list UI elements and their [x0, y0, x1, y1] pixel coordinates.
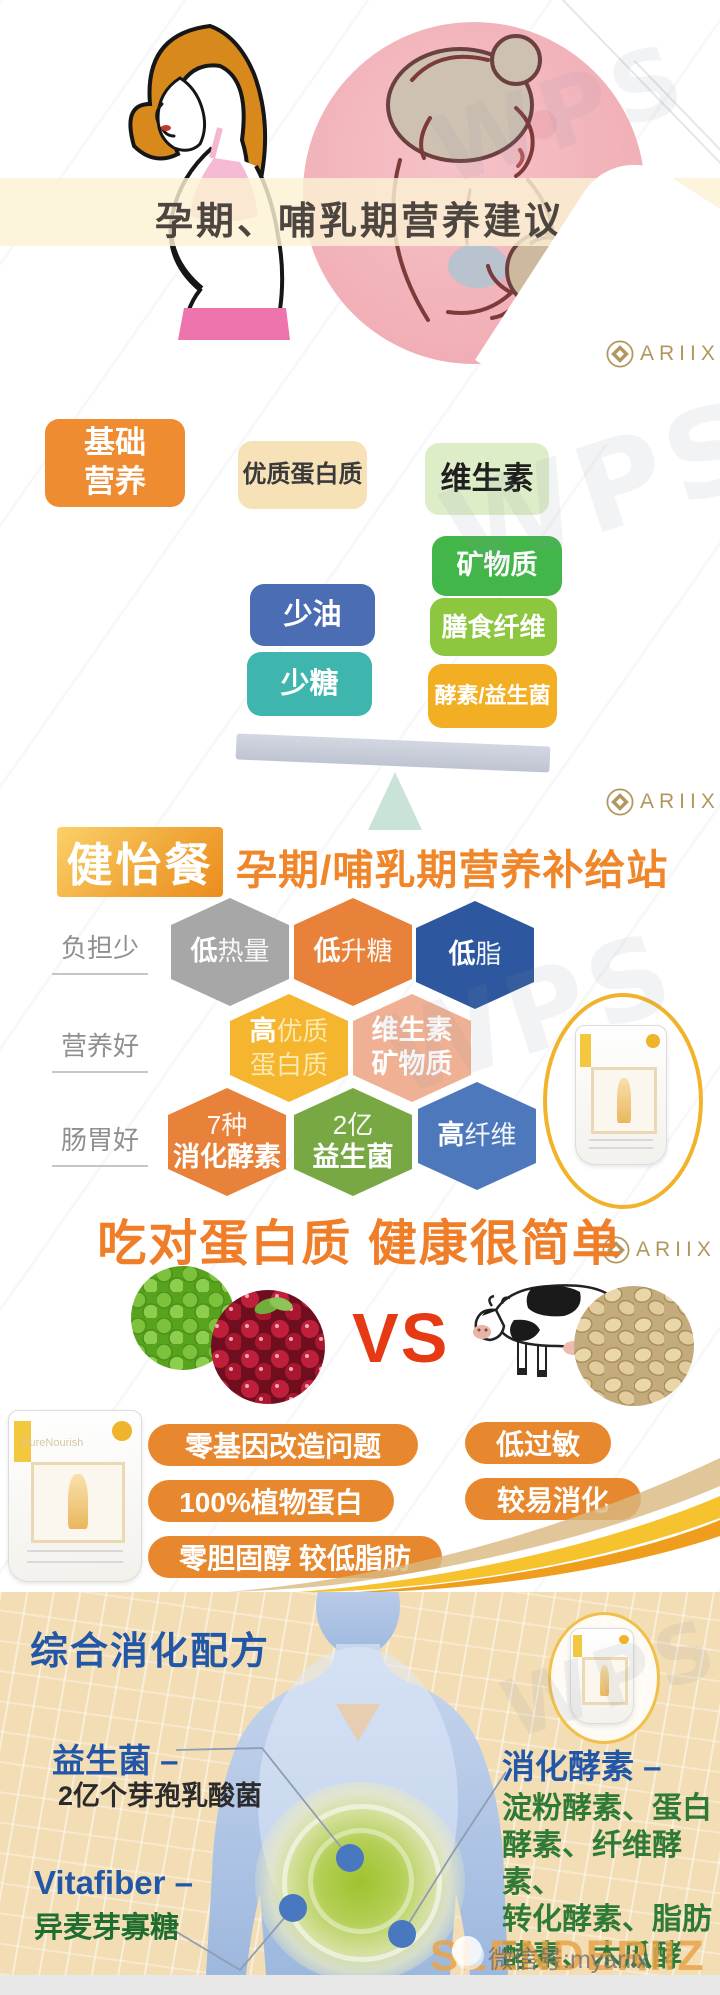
callout-connectors: [169, 1747, 507, 1972]
supply-station-title: 孕期/哺乳期营养补给站: [236, 847, 669, 893]
pregnant-woman-illustration: [128, 23, 290, 340]
ariix-logo-text: ARIIX: [640, 790, 720, 813]
green-peas-image: [131, 1266, 235, 1370]
pouch-tab: [573, 1634, 582, 1658]
basic-nutrition-badge: 基础 营养: [45, 419, 185, 507]
ariix-diamond-icon: [606, 340, 634, 368]
basic-badge-line1: 基础: [84, 425, 146, 461]
hex-text: 7种: [206, 1109, 248, 1140]
pouch-product-name: PureNourish: [22, 1436, 84, 1449]
hex-high-protein: 高优质 蛋白质: [230, 994, 348, 1102]
row-label-low-burden: 负担少: [52, 928, 148, 975]
ariix-logo-text: ARIIX: [636, 1238, 716, 1261]
enzyme-list-line: 淀粉酵素、蛋白: [502, 1792, 712, 1825]
hex-text: 纤维: [464, 1120, 517, 1151]
pouch-gold-dot: [111, 1421, 132, 1441]
hex-text: 脂: [475, 939, 502, 970]
gold-swoosh-decoration: [228, 1458, 720, 1592]
pouch-shake-glass: [68, 1473, 88, 1530]
pouch-tab: [14, 1421, 32, 1462]
cranberries-image: [211, 1290, 325, 1404]
wechat-id-text: 微信号:myariix: [488, 1946, 650, 1974]
ariix-logo: ARIIX: [602, 1236, 716, 1264]
product-pouch-large: PureNourish: [8, 1410, 142, 1582]
pouch-gold-dot: [646, 1034, 660, 1048]
enzyme-header: 消化酵素 –: [502, 1748, 662, 1785]
box-vitamin: 维生素: [425, 443, 549, 515]
box-less-sugar: 少糖: [247, 652, 372, 716]
pouch-shake-glass: [600, 1665, 610, 1696]
claim-pill-plant-protein: 100%植物蛋白: [148, 1480, 394, 1522]
pouch-text-line: [588, 1139, 654, 1142]
wechat-icon: [452, 1936, 482, 1966]
vs-text: VS: [352, 1299, 450, 1377]
balance-fulcrum-triangle: [368, 772, 422, 830]
claim-pill-no-gmo: 零基因改造问题: [148, 1424, 418, 1466]
basic-badge-line2: 营养: [84, 464, 146, 499]
balance-beam: [235, 733, 551, 773]
hex-probiotics: 2亿 益生菌: [294, 1088, 412, 1196]
hex-text-bold: 低: [313, 936, 341, 967]
ariix-diamond-icon: [606, 788, 634, 816]
probiotic-header: 益生菌 –: [52, 1742, 179, 1779]
hex-text-bold: 矿物质: [371, 1049, 453, 1079]
ariix-logo: ARIIX: [606, 788, 720, 816]
protein-section-title: 吃对蛋白质 健康很简单: [97, 1217, 623, 1271]
hex-text-bold: 消化酵素: [173, 1142, 281, 1173]
enzyme-list: 淀粉酵素、蛋白 酵素、纤维酵素、 转化酵素、脂肪 酵素、木瓜酵素、 凤梨酵素: [502, 1790, 717, 1975]
pouch-picture-frame: [591, 1067, 657, 1135]
bottom-gray-bar: [0, 1975, 720, 1995]
digestion-section: 综合消化配方 益生菌 – 2亿个芽孢乳酸菌 Vitafiber – 异麦芽寡糖 …: [0, 1592, 720, 1975]
page-title: 孕期、哺乳期营养建议: [154, 198, 565, 243]
hex-text-bold: 高: [249, 1015, 277, 1046]
hex-low-calorie: 低热量: [171, 898, 289, 1006]
row-label-good-nutrition: 营养好: [52, 1026, 148, 1073]
probiotic-desc: 2亿个芽孢乳酸菌: [58, 1781, 263, 1811]
hex-text-bold: 低: [448, 939, 476, 970]
hex-text: 优质: [276, 1015, 329, 1046]
hex-7-enzymes: 7种 消化酵素: [168, 1088, 286, 1196]
hex-text-bold: 高: [437, 1120, 465, 1151]
enzyme-list-line: 转化酵素、脂肪: [502, 1903, 712, 1936]
pouch-text-line: [588, 1147, 654, 1150]
hex-text-bold: 维生素: [371, 1015, 453, 1046]
box-less-oil: 少油: [250, 584, 375, 646]
box-enzyme-probiotic: 酵素/益生菌: [428, 664, 557, 728]
claim-pill-low-allergy: 低过敏: [465, 1422, 611, 1464]
enzyme-list-line: 酵素、木瓜酵素、: [502, 1940, 682, 1973]
hex-text: 升糖: [340, 936, 393, 967]
hex-text: 蛋白质: [249, 1049, 328, 1080]
pouch-picture-frame: [31, 1462, 125, 1543]
jianyican-badge: 健怡餐: [57, 827, 223, 897]
digestion-title: 综合消化配方: [30, 1631, 271, 1673]
pouch-picture-frame: [581, 1657, 629, 1705]
hex-text-bold: 低: [190, 936, 218, 967]
ariix-logo-text: ARIIX: [640, 342, 720, 365]
hex-text-bold: 益生菌: [312, 1142, 394, 1173]
glow-ring: [308, 1828, 414, 1934]
box-quality-protein: 优质蛋白质: [238, 441, 367, 509]
ariix-diamond-icon: [602, 1236, 630, 1264]
hex-text: 2亿: [332, 1109, 374, 1140]
product-oval-frame: [543, 993, 703, 1209]
pouch-text-line: [27, 1560, 123, 1563]
box-dietary-fiber: 膳食纤维: [430, 598, 557, 656]
product-pouch-small: [570, 1628, 634, 1724]
product-pouch: [575, 1025, 667, 1165]
row-label-good-gut: 肠胃好: [52, 1120, 148, 1167]
pouch-tab: [579, 1034, 592, 1068]
box-mineral: 矿物质: [432, 536, 562, 596]
enzyme-list-line: 酵素、纤维酵素、: [502, 1829, 682, 1899]
soybeans-image: [574, 1286, 694, 1406]
hex-text: 热量: [217, 936, 270, 967]
ariix-logo: ARIIX: [606, 340, 720, 368]
pouch-gold-dot: [619, 1634, 629, 1644]
vitafiber-desc: 异麦芽寡糖: [34, 1912, 180, 1944]
pouch-shake-glass: [617, 1077, 631, 1123]
vitafiber-header: Vitafiber –: [34, 1864, 193, 1901]
pouch-text-line: [27, 1550, 123, 1553]
glow-ring: [282, 1804, 442, 1962]
